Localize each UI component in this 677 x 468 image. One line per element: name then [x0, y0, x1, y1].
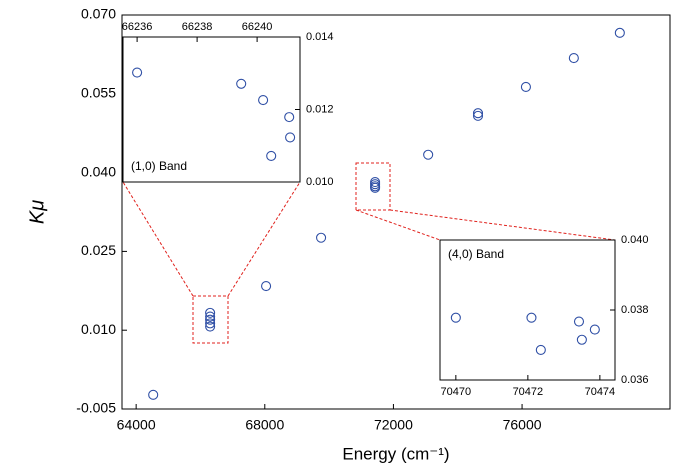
x-tick-label: 66238	[182, 21, 213, 33]
data-point	[261, 281, 272, 292]
data-point	[205, 321, 216, 332]
y-tick-label: 0.012	[306, 103, 334, 115]
data-point	[236, 78, 247, 89]
zoom-line	[122, 181, 194, 297]
data-point	[285, 132, 296, 143]
y-tick-label: 0.040	[81, 163, 116, 179]
y-tick-label: 0.025	[81, 242, 116, 258]
y-tick-label: 0.055	[81, 85, 116, 101]
y-tick-label: 0.036	[621, 374, 649, 386]
zoom-guides	[122, 162, 616, 344]
data-point	[284, 112, 295, 123]
data-point	[132, 67, 143, 78]
data-point	[205, 307, 216, 318]
y-tick-label: 0.070	[81, 6, 116, 22]
data-point	[205, 314, 216, 325]
data-point	[370, 182, 381, 193]
data-point	[520, 81, 531, 93]
data-point	[614, 27, 625, 38]
data-point	[258, 95, 269, 106]
data-point	[535, 344, 546, 355]
data-point	[589, 324, 600, 335]
data-point	[205, 318, 216, 329]
x-tick-label: 72000	[374, 417, 413, 433]
inset-frame	[439, 239, 616, 381]
inset-label: (1,0) Band	[131, 159, 187, 173]
data-point	[576, 334, 587, 345]
zoom-line	[227, 181, 301, 297]
x-tick-label: 64000	[117, 417, 156, 433]
data-point	[148, 389, 159, 400]
x-tick-label: 70472	[513, 386, 544, 398]
data-point	[450, 312, 461, 323]
zoom-box	[355, 162, 391, 211]
y-tick-label: -0.005	[76, 400, 116, 416]
data-point	[472, 110, 484, 121]
x-tick-label: 76000	[503, 417, 542, 433]
data-point	[205, 311, 216, 322]
y-tick-label: 0.014	[306, 31, 334, 43]
data-point	[266, 150, 277, 161]
y-tick-label: 0.010	[306, 176, 334, 188]
zoom-line	[389, 209, 616, 241]
x-tick-label: 70474	[585, 386, 616, 398]
x-tick-label: 66240	[242, 21, 273, 33]
inset-frame	[122, 36, 301, 183]
data-point	[423, 149, 434, 160]
x-tick-label: 70470	[441, 386, 472, 398]
data-point	[568, 53, 579, 64]
x-tick-label: 68000	[245, 417, 284, 433]
y-axis-label: Kμ	[26, 200, 48, 224]
y-tick-label: 0.010	[81, 321, 116, 337]
data-point	[472, 108, 484, 119]
y-tick-label: 0.040	[621, 234, 649, 246]
data-point	[316, 232, 327, 243]
data-point	[526, 312, 537, 323]
y-tick-label: 0.038	[621, 304, 649, 316]
x-axis-label: Energy (cm⁻¹)	[342, 444, 449, 463]
zoom-box	[192, 295, 229, 344]
inset-label: (4,0) Band	[448, 247, 504, 261]
data-point	[573, 316, 585, 327]
x-tick-label: 66236	[122, 21, 153, 33]
